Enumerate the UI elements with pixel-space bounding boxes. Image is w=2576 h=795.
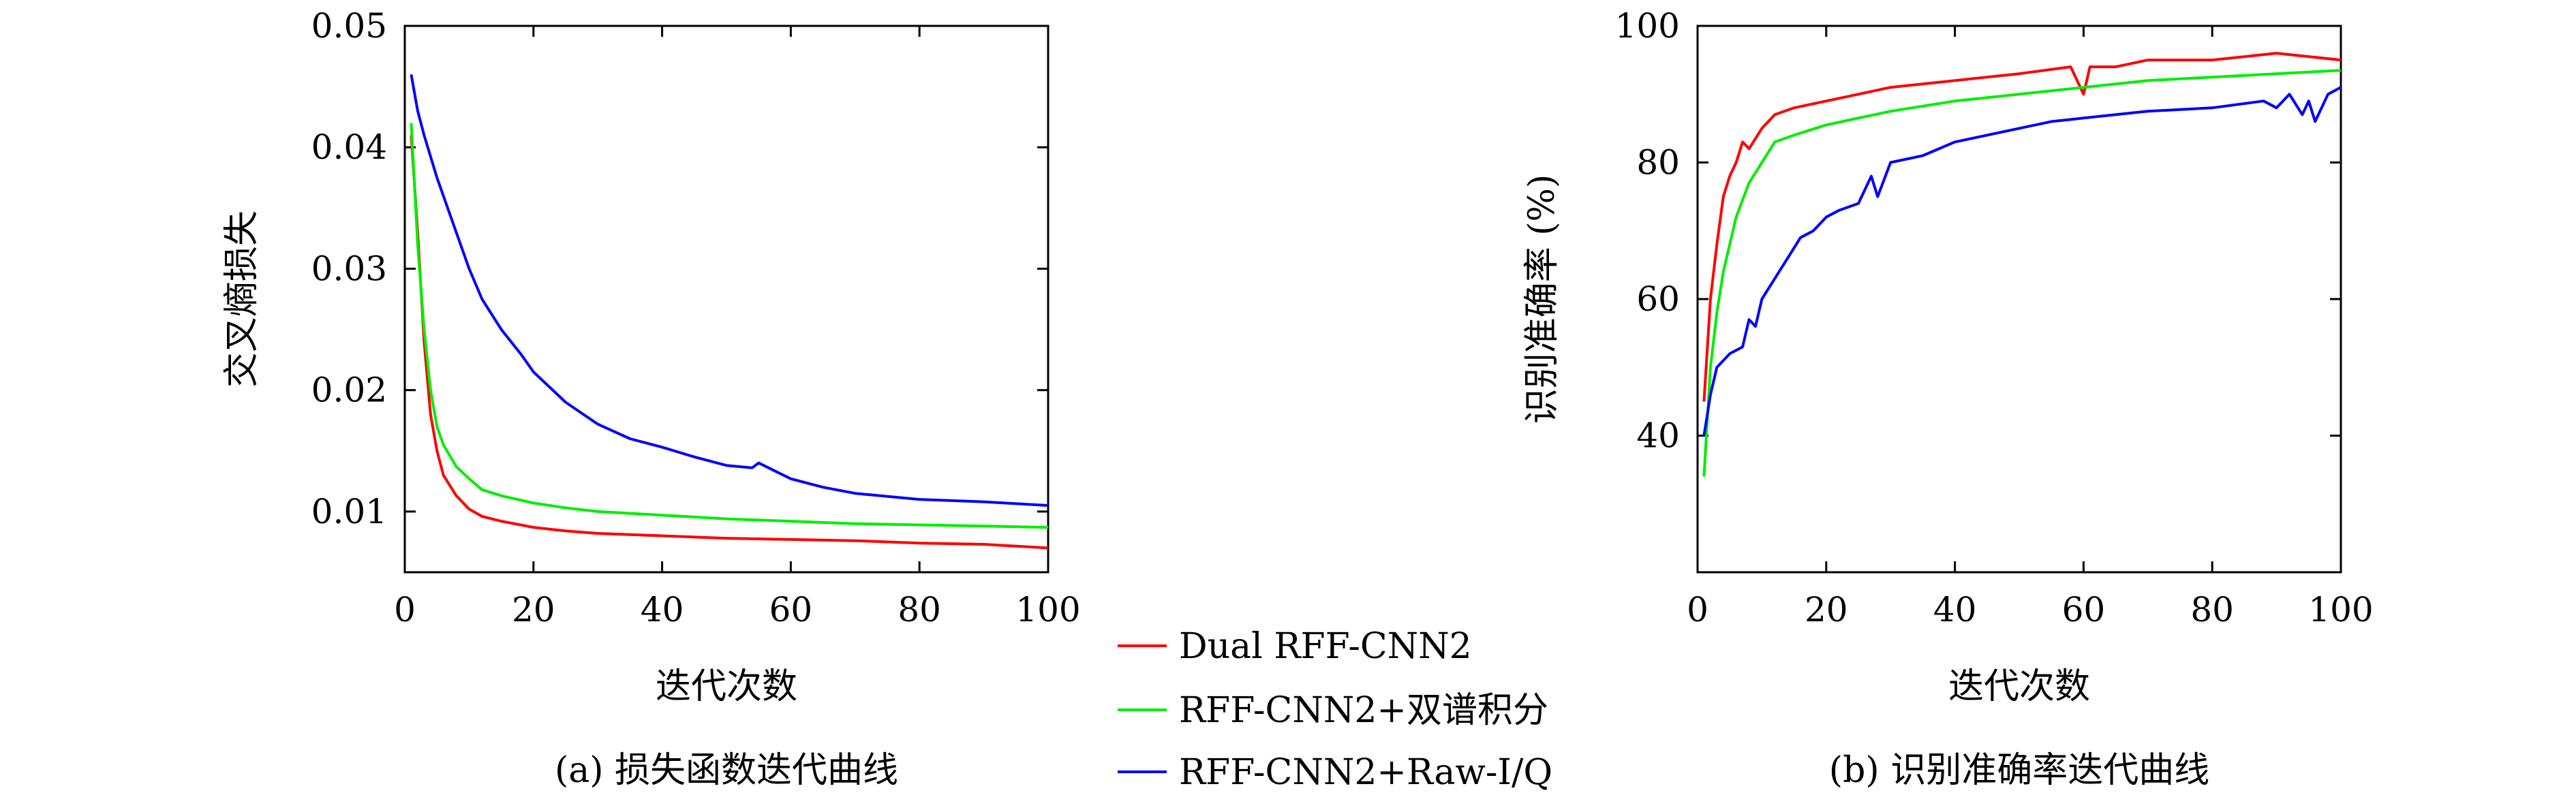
loss-chart-ytick-label: 0.05	[311, 6, 387, 46]
accuracy-chart-xtick-label: 0	[1687, 590, 1708, 629]
loss-chart-series-line-2	[410, 74, 1049, 507]
loss-chart-caption: (a) 损失函数迭代曲线	[555, 750, 898, 791]
accuracy-chart-series-line-1	[1702, 69, 2342, 477]
legend-label-rff-cnn2-raw-iq: RFF-CNN2+Raw-I/Q	[1179, 752, 1552, 793]
accuracy-chart-caption: (b) 识别准确率迭代曲线	[1829, 750, 2209, 791]
accuracy-chart-ytick-label: 80	[1636, 143, 1680, 183]
loss-chart-series-line-0	[410, 135, 1049, 550]
accuracy-chart-xlabel: 迭代次数	[1948, 666, 2090, 707]
loss-chart-xtick-label: 20	[512, 590, 555, 629]
loss-chart-ytick-label: 0.02	[311, 371, 387, 410]
accuracy-chart-ytick-label: 100	[1615, 6, 1680, 46]
loss-chart-xtick-label: 40	[641, 590, 684, 629]
loss-chart-ytick-label: 0.04	[311, 127, 387, 167]
legend: Dual RFF-CNN2 RFF-CNN2+双谱积分 RFF-CNN2+Raw…	[1118, 626, 1552, 793]
accuracy-chart-xtick-label: 100	[2308, 590, 2373, 629]
loss-chart-series	[410, 74, 1049, 550]
loss-chart-plot-area	[403, 25, 1049, 574]
loss-chart-ticks: 0 20 40 60 80 100 0.01 0.02 0.03 0.04 0.05	[311, 6, 1081, 629]
loss-chart-xtick-label: 60	[769, 590, 813, 629]
accuracy-chart-xtick-label: 80	[2190, 590, 2234, 629]
accuracy-chart-ytick-label: 40	[1636, 416, 1680, 456]
accuracy-chart-ytick-label: 60	[1636, 279, 1680, 319]
loss-chart-xtick-label: 100	[1015, 590, 1080, 629]
loss-chart-ylabel: 交叉熵损失	[221, 211, 262, 388]
accuracy-chart-panel: 0 20 40 60 80 100 40 60 80 100 迭代次数 识别准确率 (%) (b)…	[1522, 6, 2374, 791]
legend-label-dual-rff-cnn2: Dual RFF-CNN2	[1179, 626, 1472, 667]
loss-chart-ytick-label: 0.03	[311, 249, 387, 288]
loss-chart-panel: 0 20 40 60 80 100 0.01 0.02 0.03 0.04 0.05 迭代次数 交叉…	[221, 6, 1081, 791]
accuracy-chart-xtick-label: 40	[1933, 590, 1977, 629]
accuracy-chart-series-line-2	[1702, 86, 2342, 436]
loss-chart-ytick-label: 0.01	[311, 492, 387, 531]
loss-chart-xlabel: 迭代次数	[656, 666, 797, 707]
loss-chart-series-line-1	[410, 123, 1049, 529]
loss-chart-xtick-label: 0	[394, 590, 416, 629]
accuracy-chart-series-line-0	[1702, 52, 2342, 402]
accuracy-chart-xtick-label: 20	[1805, 590, 1848, 629]
accuracy-chart-ticks: 0 20 40 60 80 100 40 60 80 100	[1615, 6, 2374, 629]
loss-chart-xtick-label: 80	[898, 590, 941, 629]
legend-label-rff-cnn2-bispectrum: RFF-CNN2+双谱积分	[1179, 690, 1548, 731]
accuracy-chart-series	[1702, 52, 2342, 477]
accuracy-chart-xtick-label: 60	[2062, 590, 2106, 629]
accuracy-chart-ylabel: 识别准确率 (%)	[1522, 174, 1563, 424]
